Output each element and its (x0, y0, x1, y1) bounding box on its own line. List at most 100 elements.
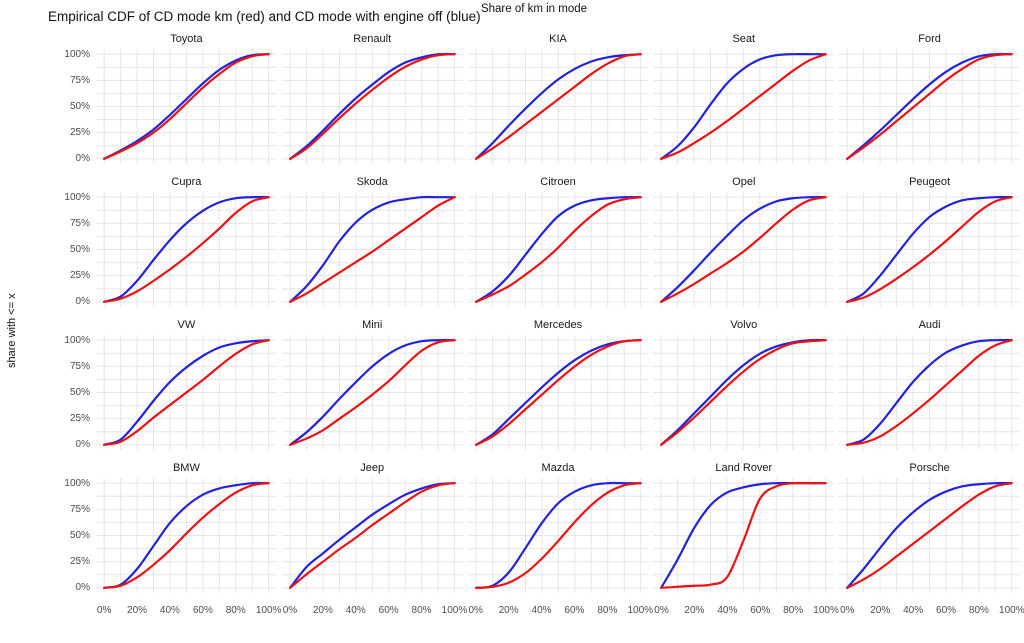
cdf-plot (282, 49, 463, 164)
facet-panel: Peugeot (839, 176, 1020, 307)
cdf-curve-red (476, 483, 641, 588)
facet-title: Peugeot (909, 176, 951, 188)
facet-title: Cupra (171, 176, 202, 188)
x-tick-label: 40% (345, 605, 366, 616)
facet-panel: Audi (839, 319, 1020, 450)
x-tick-label: 100% (627, 605, 654, 616)
facet-title: KIA (549, 33, 567, 45)
cdf-plot (653, 49, 834, 164)
cdf-curve-blue (476, 340, 641, 445)
facet-panel: Toyota (96, 33, 277, 164)
y-tick-label: 100% (64, 191, 90, 203)
facet-panel: Seat (653, 33, 834, 164)
x-tick-label: 40% (159, 605, 180, 616)
cdf-plot (282, 335, 463, 450)
cdf-plot (653, 478, 834, 593)
x-tick-label: 40% (531, 605, 552, 616)
x-tick-label: 20% (312, 605, 333, 616)
cdf-curve-red (104, 483, 269, 588)
x-tick-label: 80% (597, 605, 618, 616)
x-tick-label: 60% (192, 605, 213, 616)
x-tick-label: 0% (96, 605, 112, 616)
x-tick-label: 100% (999, 605, 1024, 616)
facet-title: Mercedes (533, 319, 583, 331)
y-tick-label: 75% (69, 360, 90, 372)
facet-panel: Porsche (839, 462, 1020, 593)
figure: Empirical CDF of CD mode km (red) and CD… (0, 3, 1024, 643)
facet-panel: Jeep (282, 462, 463, 593)
facet-row: 0% 25% 50% 75% 100% VW Mini Mercedes Volvo Audi (52, 319, 1020, 450)
cdf-curve-red (476, 340, 641, 445)
cdf-plot (282, 478, 463, 593)
facet-panel: Renault (282, 33, 463, 164)
facet-title: Citroen (540, 176, 576, 188)
x-tick-label: 40% (717, 605, 738, 616)
cdf-curve-blue (104, 54, 269, 159)
cdf-plot (96, 49, 277, 164)
facet-grid: 0% 25% 50% 75% 100% Toyota Renault KIA Seat Ford 0… (52, 33, 1024, 619)
facet-title: BMW (172, 462, 200, 474)
y-axis-ticks: 0% 25% 50% 75% 100% (52, 33, 96, 165)
y-tick-label: 25% (69, 413, 90, 425)
facet-panel: Land Rover (653, 462, 834, 593)
facet-panel: Volvo (653, 319, 834, 450)
cdf-plot (839, 335, 1020, 450)
y-tick-label: 50% (69, 101, 90, 112)
y-tick-label: 0% (75, 582, 90, 594)
cdf-plot (96, 478, 277, 593)
cdf-plot (282, 192, 463, 307)
facet-title: Renault (353, 33, 392, 45)
x-tick-label: 100% (255, 605, 282, 616)
cdf-curve-blue (476, 483, 641, 588)
cdf-curve-red (847, 340, 1012, 445)
facet-panel: Ford (839, 33, 1020, 164)
page-title: Empirical CDF of CD mode km (red) and CD… (48, 9, 481, 24)
x-tick-label: 0% (840, 605, 855, 616)
cdf-curve-red (662, 340, 827, 445)
cdf-curve-red (662, 483, 827, 588)
cdf-curve-red (476, 54, 641, 159)
cdf-curve-blue (476, 54, 641, 159)
cdf-plot (839, 478, 1020, 593)
x-tick-label: 80% (225, 605, 246, 616)
x-tick-label: 0% (282, 605, 298, 616)
x-tick-label: 60% (936, 605, 957, 616)
facet-title: Skoda (356, 176, 388, 188)
x-tick-label: 0% (654, 605, 669, 616)
y-tick-label: 75% (69, 74, 90, 86)
facet-panel: Skoda (282, 176, 463, 307)
facet-row: 0% 25% 50% 75% 100% Cupra Skoda Citroen Opel Peug… (52, 176, 1020, 307)
x-tick-label: 20% (127, 605, 148, 616)
cdf-curve-blue (847, 483, 1012, 588)
cdf-plot (96, 192, 277, 307)
x-tick-label: 60% (564, 605, 585, 616)
facet-panel: Opel (653, 176, 834, 307)
facet-title: Opel (732, 176, 756, 188)
x-axis-title: Share of km in mode (480, 3, 588, 15)
cdf-curve-blue (662, 197, 827, 302)
x-axis-cell: 0% 20% 40% 60% 80% 100% (653, 605, 839, 619)
x-tick-label: 60% (750, 605, 771, 616)
y-tick-label: 50% (69, 244, 90, 255)
facet-title: Land Rover (715, 462, 773, 474)
facet-title: Mini (362, 319, 383, 331)
y-tick-label: 100% (64, 334, 90, 346)
cdf-curve-red (847, 54, 1012, 159)
x-tick-label: 80% (968, 605, 989, 616)
facet-title: Jeep (360, 462, 385, 474)
x-tick-label: 80% (411, 605, 432, 616)
y-tick-label: 100% (64, 477, 90, 489)
cdf-plot (468, 49, 649, 164)
facet-panel: Mini (282, 319, 463, 450)
y-axis-ticks: 0% 25% 50% 75% 100% (52, 176, 96, 308)
facet-row: 0% 25% 50% 75% 100% Toyota Renault KIA Seat Ford (52, 33, 1020, 164)
x-tick-label: 20% (498, 605, 519, 616)
cdf-curve-blue (847, 340, 1012, 445)
facet-row: 0% 25% 50% 75% 100% BMW Jeep Mazda Land Rover Por… (52, 462, 1020, 593)
cdf-curve-red (104, 340, 269, 445)
cdf-plot (839, 192, 1020, 307)
facet-title: VW (177, 319, 196, 331)
x-axis-cell: 0% 20% 40% 60% 80% 100% (282, 605, 468, 619)
x-axis-cell: 0% 20% 40% 60% 80% 100% (839, 605, 1024, 619)
cdf-plot (839, 49, 1020, 164)
